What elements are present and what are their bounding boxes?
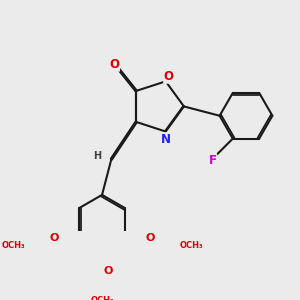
Text: O: O <box>50 232 59 243</box>
Text: N: N <box>161 133 171 146</box>
Text: OCH₃: OCH₃ <box>90 296 114 300</box>
Text: H: H <box>93 151 101 161</box>
Text: O: O <box>110 58 119 71</box>
Text: O: O <box>145 232 154 243</box>
Text: O: O <box>164 70 174 83</box>
Text: O: O <box>103 266 113 276</box>
Text: OCH₃: OCH₃ <box>179 241 203 250</box>
Text: OCH₃: OCH₃ <box>1 241 25 250</box>
Text: F: F <box>208 154 217 167</box>
